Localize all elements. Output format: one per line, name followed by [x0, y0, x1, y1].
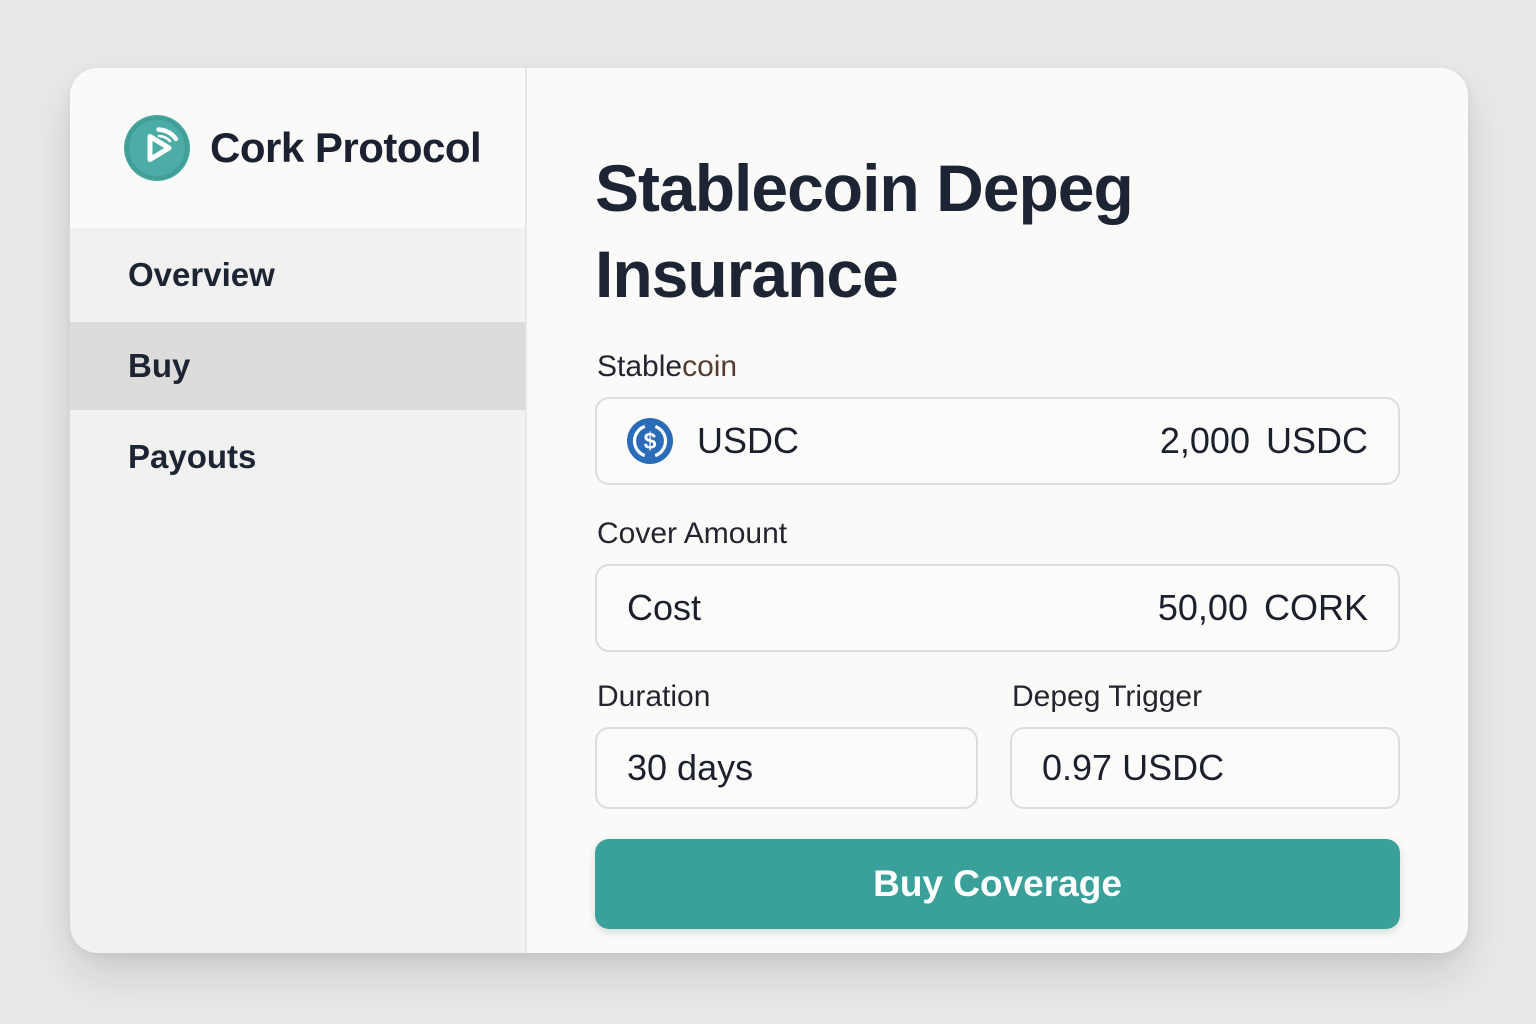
app-card: Cork Protocol Overview Buy Payouts Stabl…	[70, 68, 1468, 953]
stablecoin-label-part2: coin	[682, 349, 738, 383]
play-circle-icon	[124, 115, 190, 181]
svg-text:$: $	[644, 428, 657, 454]
cost-value: 50,00	[1157, 586, 1248, 628]
app-title: Cork Protocol	[210, 124, 482, 171]
cost-value-group: 50,00 CORK	[1158, 587, 1368, 629]
page-title: Stablecoin Depeg Insurance	[595, 151, 1134, 311]
buy-coverage-button[interactable]: Buy Coverage	[595, 838, 1400, 929]
duration-column: Duration 30 days	[595, 680, 978, 809]
stablecoin-amount: 2,000	[1159, 419, 1250, 461]
stablecoin-token-group: $ USDC	[627, 417, 800, 464]
depeg-trigger-label: Depeg Trigger	[1012, 679, 1203, 713]
sidebar-item-buy[interactable]: Buy	[70, 322, 525, 410]
sidebar-item-overview[interactable]: Overview	[128, 256, 275, 293]
cost-label: Cost	[627, 586, 702, 628]
stablecoin-token: USDC	[697, 419, 800, 461]
main-panel: Stablecoin Depeg Insurance Stablecoin $ …	[527, 68, 1468, 953]
sidebar: Cork Protocol Overview Buy Payouts	[70, 68, 527, 953]
cover-amount-field[interactable]: Cost 50,00 CORK	[595, 563, 1400, 652]
depeg-trigger-field[interactable]: 0.97 USDC	[1010, 726, 1400, 809]
stablecoin-amount-unit: USDC	[1265, 419, 1368, 461]
usdc-icon: $	[627, 417, 673, 464]
duration-field[interactable]: 30 days	[595, 726, 978, 809]
sidebar-nav: Overview Buy Payouts	[70, 228, 525, 504]
stablecoin-selector[interactable]: $ USDC 2,000 USDC	[595, 396, 1400, 485]
duration-depeg-row: Duration 30 days Depeg Trigger 0.97 USDC	[595, 680, 1400, 809]
stablecoin-amount-group: 2,000 USDC	[1160, 420, 1368, 462]
stablecoin-label-part1: Stable	[597, 349, 683, 383]
cost-unit: CORK	[1263, 586, 1368, 628]
cover-amount-label: Cover Amount	[597, 516, 788, 550]
stablecoin-label: Stablecoin	[597, 350, 1400, 384]
duration-value: 30 days	[627, 746, 754, 788]
depeg-trigger-column: Depeg Trigger 0.97 USDC	[1010, 680, 1400, 809]
depeg-trigger-value: 0.97 USDC	[1042, 746, 1225, 788]
sidebar-item-payouts[interactable]: Payouts	[128, 438, 257, 475]
duration-label: Duration	[597, 679, 711, 713]
app-logo: Cork Protocol	[70, 68, 525, 228]
